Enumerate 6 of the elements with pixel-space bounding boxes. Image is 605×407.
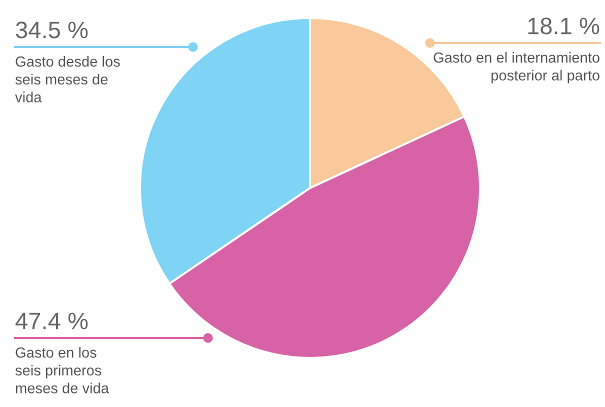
data-label: 47.4 % <box>16 312 88 330</box>
legend-label: Gasto en el internamiento posterior al parto <box>434 52 600 84</box>
data-label: 34.5 % <box>16 22 88 38</box>
slice-label: Gasto desde los seis meses de vida <box>15 56 120 102</box>
data-label: 18.1 % <box>528 18 600 34</box>
slice-label: Gasto en los seis primeros meses de vida <box>15 347 110 394</box>
